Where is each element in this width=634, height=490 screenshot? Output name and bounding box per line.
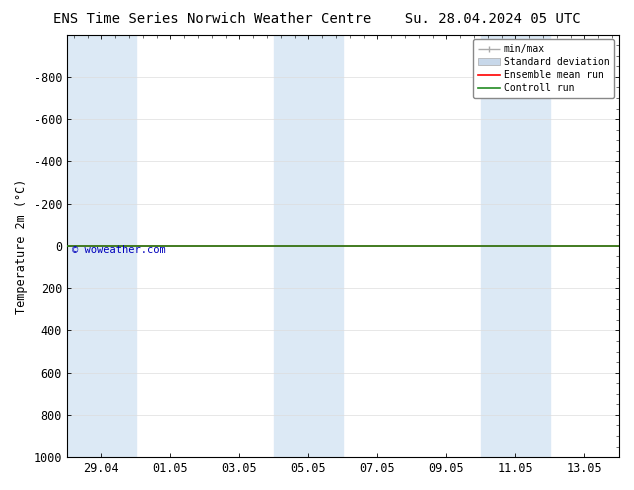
Legend: min/max, Standard deviation, Ensemble mean run, Controll run: min/max, Standard deviation, Ensemble me… (474, 40, 614, 98)
Bar (67, 35, 136, 457)
Y-axis label: Temperature 2m (°C): Temperature 2m (°C) (15, 178, 28, 314)
Text: ENS Time Series Norwich Weather Centre    Su. 28.04.2024 05 UTC: ENS Time Series Norwich Weather Centre S… (53, 12, 581, 26)
Text: © woweather.com: © woweather.com (72, 245, 166, 255)
Bar (274, 35, 343, 457)
Bar (481, 35, 550, 457)
